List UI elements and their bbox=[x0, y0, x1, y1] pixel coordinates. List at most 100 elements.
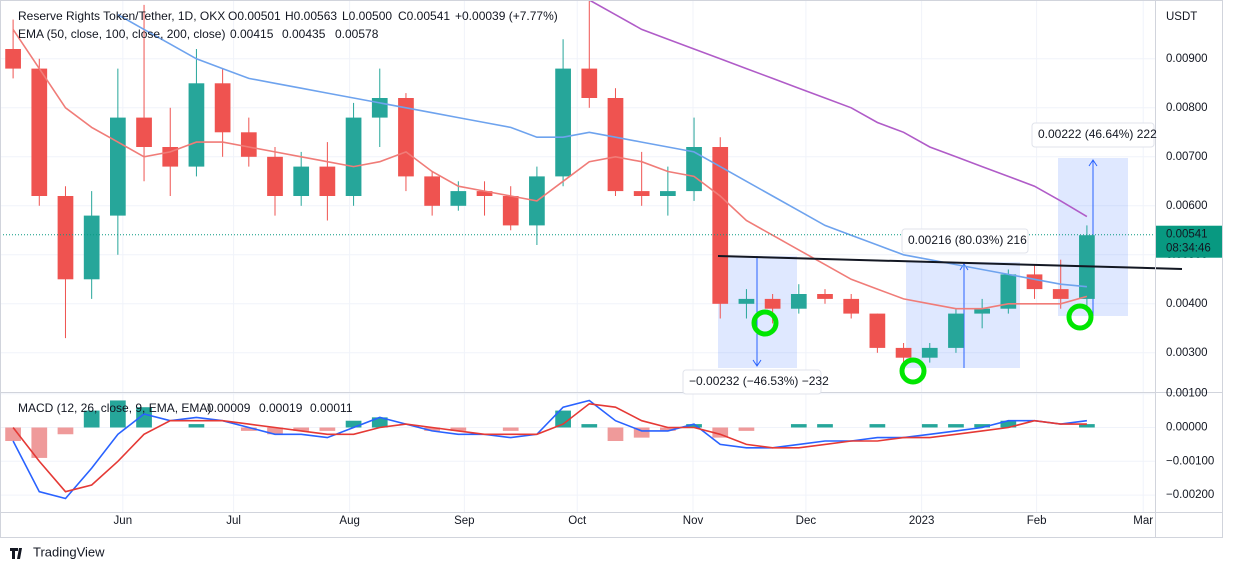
histogram-bar bbox=[83, 410, 100, 428]
grid-layer bbox=[0, 0, 1155, 512]
histogram-bar bbox=[110, 400, 126, 428]
histogram-bar bbox=[869, 424, 886, 428]
candle-body bbox=[424, 176, 440, 206]
arrow-head bbox=[959, 263, 969, 271]
candle-body bbox=[1000, 274, 1017, 309]
logo-icon bbox=[10, 548, 22, 559]
candle-body bbox=[345, 117, 362, 196]
histogram-bar bbox=[1079, 424, 1095, 428]
arrow-head bbox=[752, 359, 762, 367]
histogram-bar bbox=[188, 424, 205, 428]
candle-body bbox=[660, 191, 676, 196]
histogram-bar bbox=[136, 407, 152, 428]
price-tag-value: 0.00541 bbox=[1166, 229, 1208, 241]
x-tick-label: Mar bbox=[1133, 515, 1153, 527]
y-tick-label: 0.00600 bbox=[1166, 200, 1208, 212]
y-tick-label: −0.00200 bbox=[1166, 489, 1214, 501]
histogram-bar bbox=[660, 427, 676, 431]
histogram-bar bbox=[581, 424, 598, 428]
x-tick-label: Sep bbox=[454, 515, 474, 527]
histogram-bar bbox=[686, 424, 702, 428]
marks-layer bbox=[0, 0, 1155, 500]
y-tick-label: 0.00900 bbox=[1166, 53, 1208, 65]
ohlc-value: H0.00563 bbox=[285, 9, 337, 23]
annotation-box bbox=[1031, 122, 1155, 148]
y-tick-label: 0.00700 bbox=[1166, 151, 1208, 163]
candle-body bbox=[83, 215, 100, 280]
candle-body bbox=[188, 83, 205, 167]
histogram-bar bbox=[607, 427, 624, 442]
chart-title: Reserve Rights Token/Tether, 1D, OKX bbox=[18, 9, 225, 23]
trend-line bbox=[717, 255, 1183, 270]
ema-line bbox=[117, 14, 1087, 288]
candle-body bbox=[948, 313, 964, 348]
candle-body bbox=[110, 117, 126, 216]
histogram-bar bbox=[31, 427, 48, 458]
candle-body bbox=[686, 147, 702, 192]
candle-body bbox=[1052, 289, 1069, 299]
candle-body bbox=[738, 298, 755, 304]
candle-body bbox=[214, 83, 231, 133]
candle-body bbox=[817, 294, 833, 299]
ema-value: 0.00578 bbox=[335, 27, 379, 41]
y-tick-label: 0.00800 bbox=[1166, 102, 1208, 114]
candle-body bbox=[1026, 274, 1043, 290]
x-tick-label: Oct bbox=[568, 515, 587, 527]
currency: USDT bbox=[1166, 11, 1197, 23]
y-tick-label: 0.00300 bbox=[1166, 347, 1208, 359]
frame bbox=[0, 0, 1223, 538]
histogram-bar bbox=[319, 427, 336, 431]
price-tag bbox=[1156, 225, 1222, 258]
ohlc-value: O0.00501 bbox=[228, 9, 281, 23]
macd-value: 0.00009 bbox=[207, 401, 251, 415]
x-tick-label: Aug bbox=[339, 515, 359, 527]
histogram-bar bbox=[240, 427, 257, 431]
histogram-bar bbox=[555, 410, 571, 428]
ohlc-value: +0.00039 (+7.77%) bbox=[455, 9, 558, 23]
logo: TradingView bbox=[10, 544, 105, 559]
histogram-bar bbox=[293, 427, 310, 431]
histogram-bar bbox=[948, 424, 964, 428]
candle-body bbox=[764, 298, 781, 309]
candle-body bbox=[5, 49, 21, 69]
x-tick-label: 2023 bbox=[909, 515, 935, 527]
countdown: 08:34:46 bbox=[1166, 243, 1211, 255]
candle-body bbox=[974, 308, 990, 314]
annotation-box bbox=[682, 369, 822, 395]
candle-body bbox=[790, 294, 807, 309]
y-tick-label: 0.00000 bbox=[1166, 422, 1208, 434]
histogram-bar bbox=[817, 424, 833, 428]
highlight-circle bbox=[899, 357, 927, 385]
candle-body bbox=[712, 147, 729, 304]
histogram-bar bbox=[5, 427, 21, 442]
ema-line bbox=[588, 0, 1088, 218]
y-tick-label: −0.00100 bbox=[1166, 455, 1214, 467]
histogram-bar bbox=[633, 427, 650, 438]
arrow-head bbox=[1088, 159, 1098, 167]
histogram-bar bbox=[921, 424, 938, 428]
signal-line bbox=[12, 402, 1087, 493]
histogram-bar bbox=[1000, 420, 1017, 428]
histogram-bar bbox=[371, 417, 388, 428]
ema-value: 0.00415 bbox=[230, 27, 274, 41]
overlay: USDT Reserve Rights Token/Tether, 1D, OK… bbox=[0, 0, 1223, 559]
histogram-bar bbox=[345, 420, 362, 428]
candle-body bbox=[450, 191, 467, 206]
histogram-bar bbox=[502, 427, 519, 431]
x-tick-label: Dec bbox=[796, 515, 817, 527]
price-pane bbox=[0, 0, 1155, 363]
candle-body bbox=[319, 166, 336, 196]
candle-body bbox=[398, 98, 414, 177]
ohlc-value: L0.00500 bbox=[342, 9, 392, 23]
ema-line bbox=[12, 28, 1088, 310]
ema-value: 0.00435 bbox=[282, 27, 326, 41]
annotation: 0.00216 (80.03%) 216 bbox=[908, 233, 1027, 247]
candle-body bbox=[31, 68, 48, 196]
histogram-bar bbox=[790, 424, 807, 428]
x-tick-label: Nov bbox=[683, 515, 704, 527]
annotation: 0.00222 (46.64%) 222 bbox=[1038, 127, 1157, 141]
histogram-bar bbox=[738, 427, 755, 431]
macd-line bbox=[12, 399, 1088, 500]
